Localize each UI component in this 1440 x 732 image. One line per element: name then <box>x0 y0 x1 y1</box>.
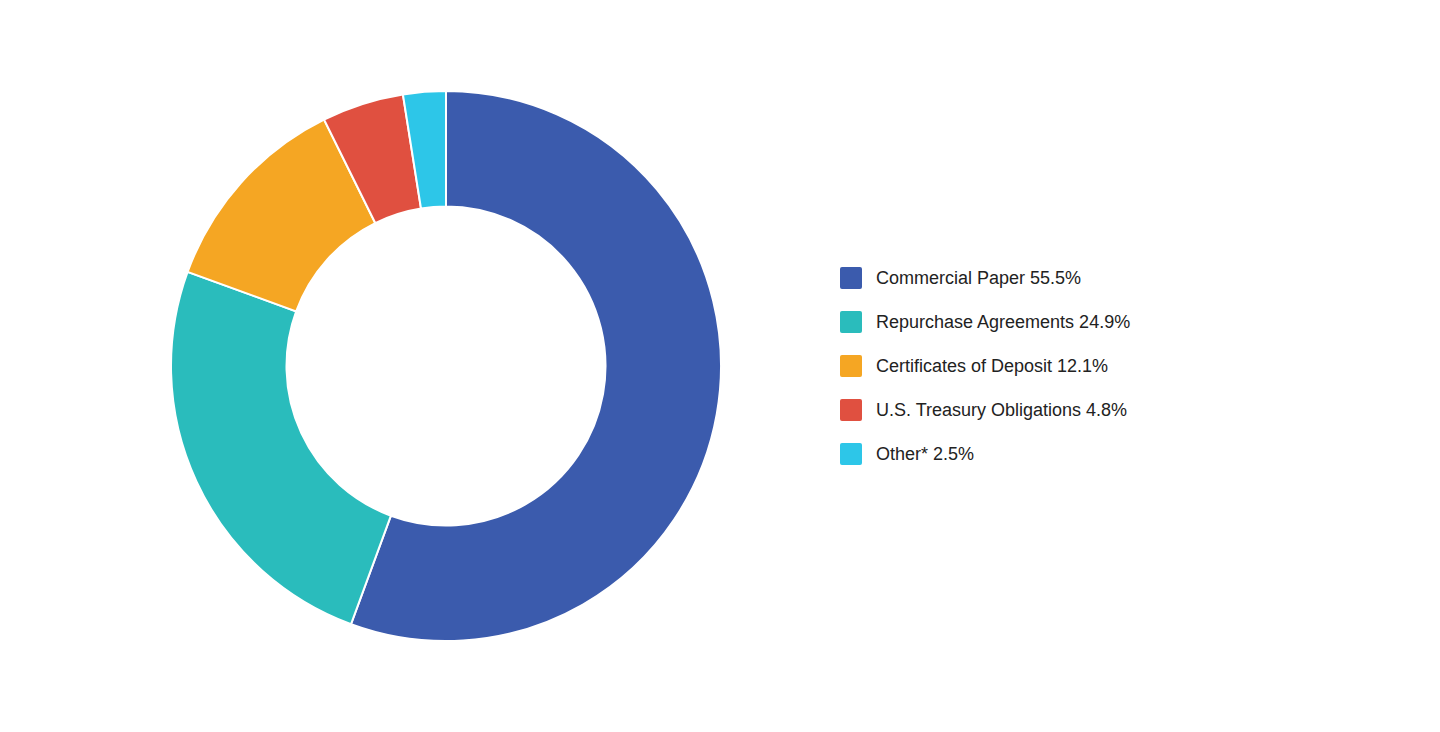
donut-slice <box>171 272 391 624</box>
legend-label: Repurchase Agreements 24.9% <box>876 312 1130 332</box>
legend-label: Certificates of Deposit 12.1% <box>876 356 1108 376</box>
chart-container: Commercial Paper 55.5% Repurchase Agreeme… <box>0 0 1440 732</box>
legend: Commercial Paper 55.5% Repurchase Agreeme… <box>840 267 1130 465</box>
legend-label: Other* 2.5% <box>876 444 974 464</box>
legend-swatch <box>840 267 862 289</box>
legend-swatch <box>840 443 862 465</box>
legend-swatch <box>840 355 862 377</box>
chart-svg: Commercial Paper 55.5% Repurchase Agreeme… <box>0 0 1440 732</box>
donut <box>171 91 721 641</box>
legend-label: U.S. Treasury Obligations 4.8% <box>876 400 1127 420</box>
legend-label: Commercial Paper 55.5% <box>876 268 1081 288</box>
donut-slice <box>403 91 446 208</box>
legend-swatch <box>840 311 862 333</box>
legend-swatch <box>840 399 862 421</box>
